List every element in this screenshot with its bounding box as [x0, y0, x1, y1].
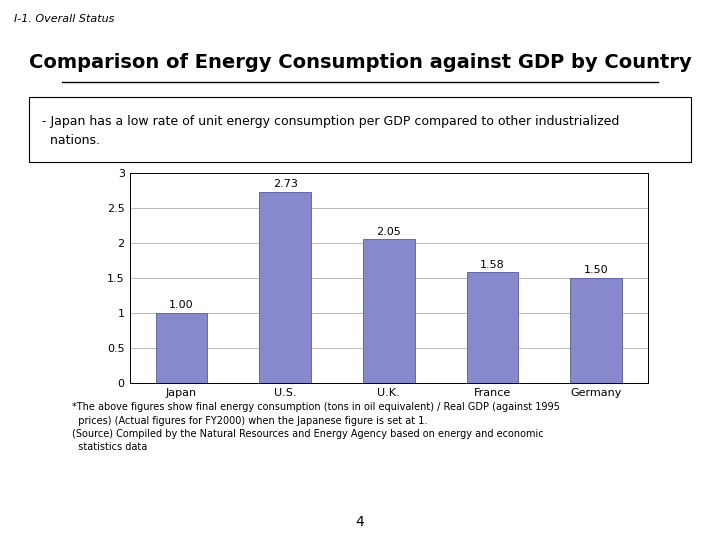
Text: 1.50: 1.50 — [584, 265, 608, 275]
Text: - Japan has a low rate of unit energy consumption per GDP compared to other indu: - Japan has a low rate of unit energy co… — [42, 116, 619, 147]
Text: 1.00: 1.00 — [169, 300, 194, 310]
Text: 4: 4 — [356, 515, 364, 529]
Bar — [570, 278, 622, 383]
Text: 1.58: 1.58 — [480, 260, 505, 269]
Text: I-1. Overall Status: I-1. Overall Status — [14, 14, 114, 24]
Text: 2.73: 2.73 — [273, 179, 297, 189]
Text: Comparison of Energy Consumption against GDP by Country: Comparison of Energy Consumption against… — [29, 52, 691, 72]
Text: *The above figures show final energy consumption (tons in oil equivalent) / Real: *The above figures show final energy con… — [72, 402, 560, 452]
Bar — [363, 240, 415, 383]
Bar — [467, 273, 518, 383]
Text: 2.05: 2.05 — [377, 227, 401, 237]
Bar — [259, 192, 311, 383]
Bar — [156, 313, 207, 383]
